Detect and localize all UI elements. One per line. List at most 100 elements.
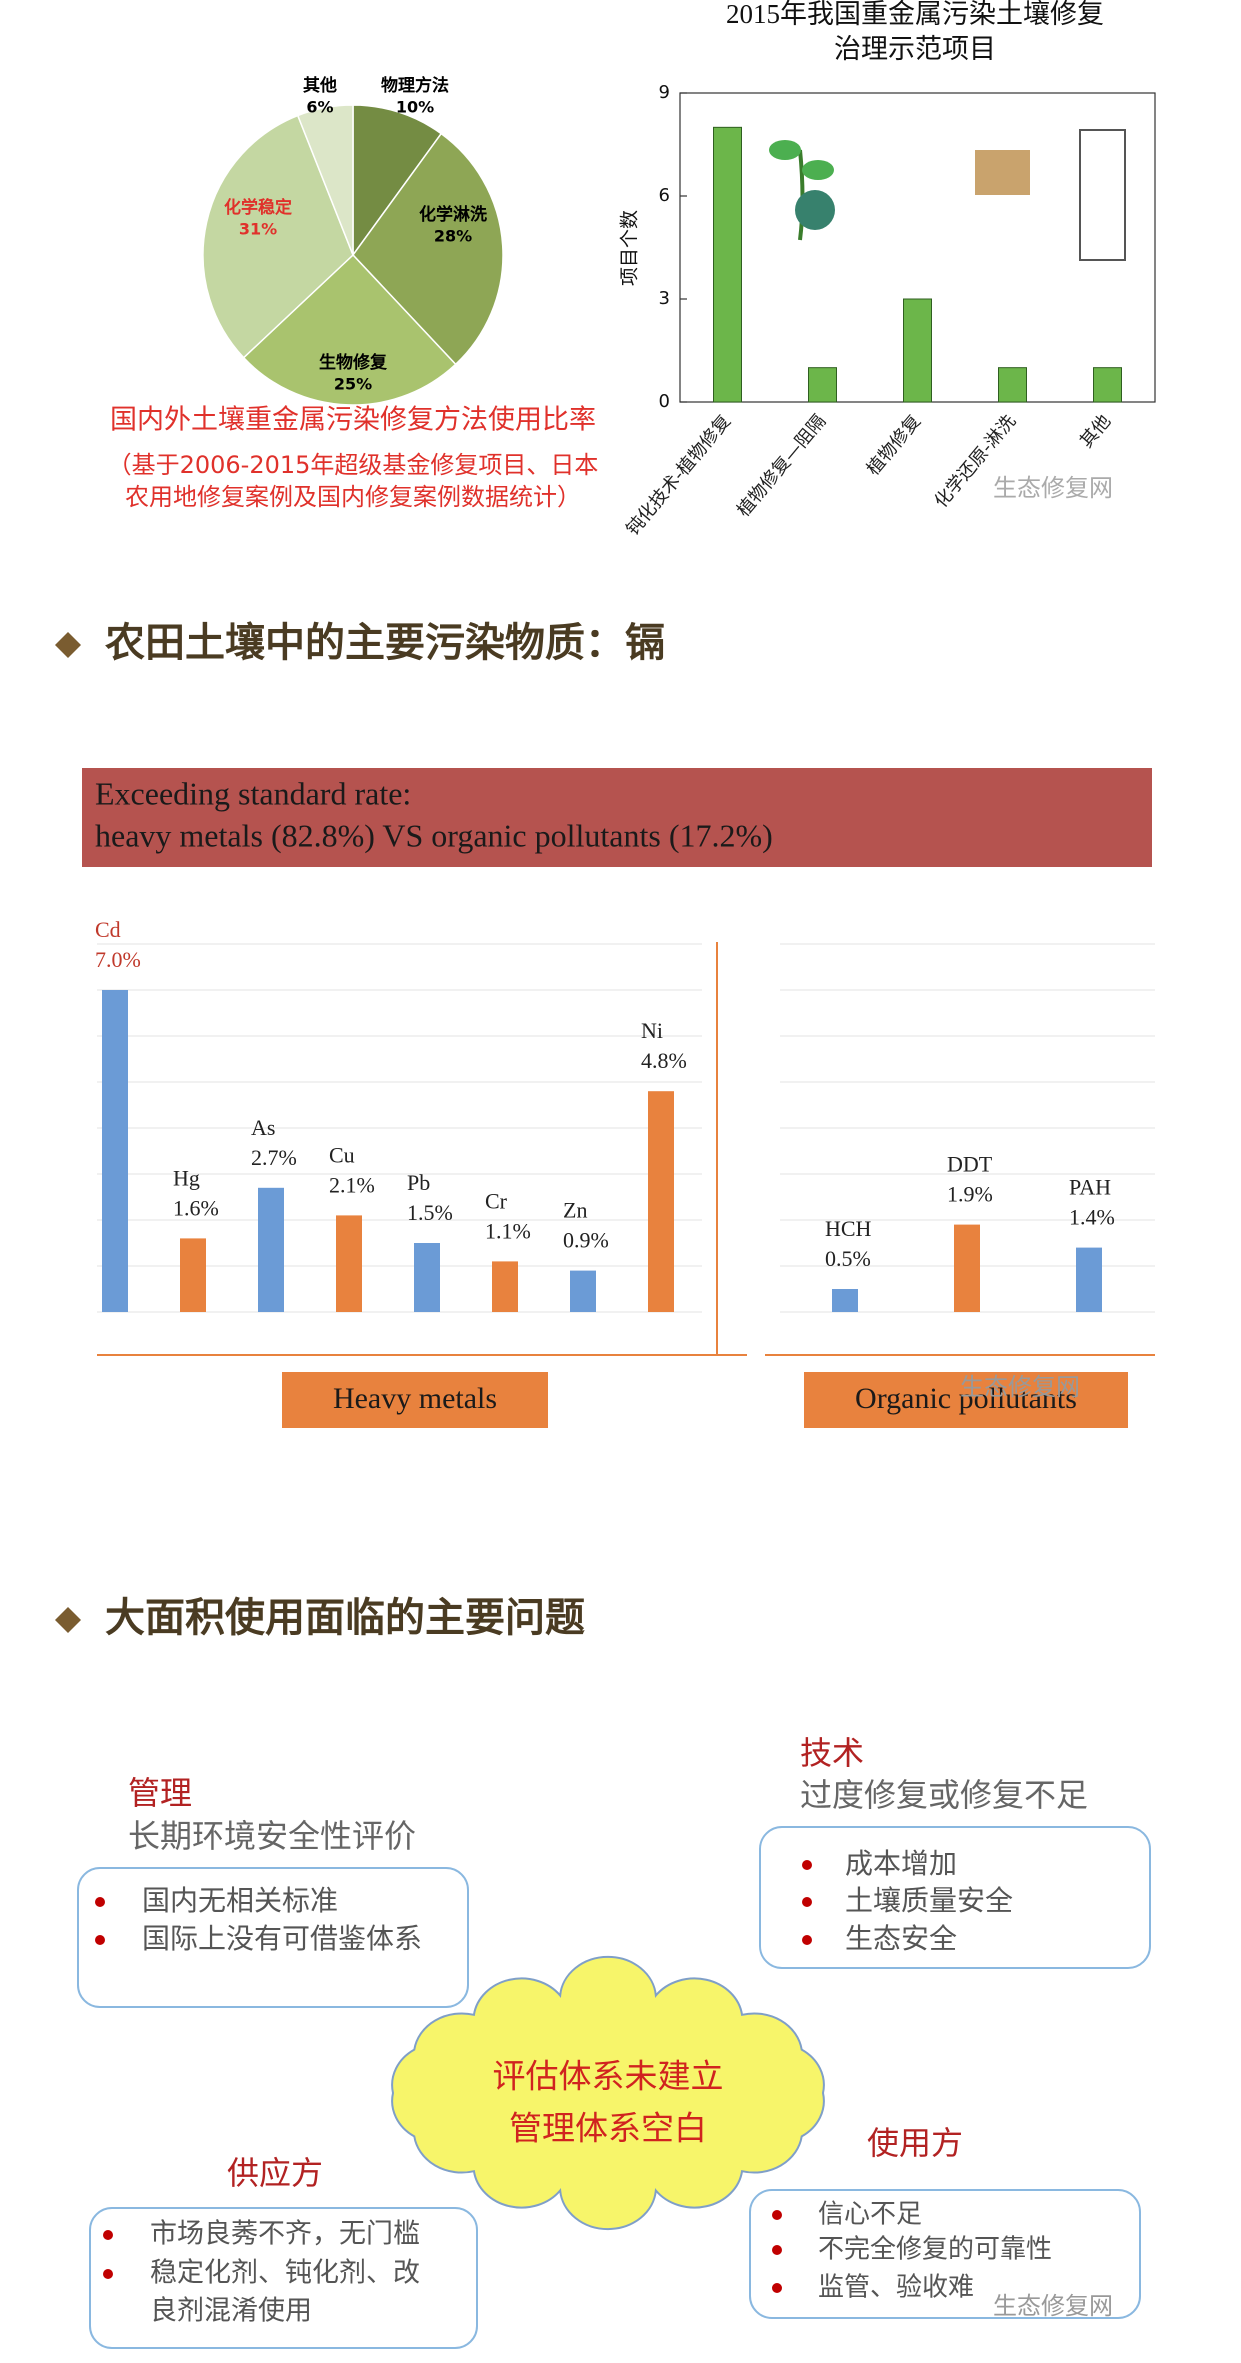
bar-name-label: Cd	[95, 917, 121, 942]
bar-value-label: 4.8%	[641, 1048, 687, 1073]
bar-name-label: Hg	[173, 1165, 200, 1190]
bar-name-label: Cr	[485, 1188, 508, 1213]
bar-value-label: 1.5%	[407, 1200, 453, 1225]
bullet	[103, 2269, 113, 2279]
pie-value-label: 6%	[306, 98, 333, 117]
pie-value-label: 25%	[334, 375, 372, 394]
problem-title: 使用方	[867, 2124, 963, 2162]
watermark: 生态修复网	[960, 1373, 1080, 1401]
bullet	[772, 2245, 782, 2255]
bar-value-label: 1.6%	[173, 1195, 219, 1220]
bar	[954, 1224, 980, 1312]
bar	[1093, 367, 1122, 403]
bullet	[772, 2283, 782, 2293]
pie-slice	[242, 253, 457, 406]
heading-diamond	[55, 632, 81, 658]
problem-item: 良剂混淆使用	[150, 2296, 312, 2327]
problem-item: 市场良莠不齐，无门槛	[150, 2219, 420, 2250]
group-label-box	[804, 1372, 1128, 1428]
bullet	[802, 1860, 812, 1870]
bar-value-label: 0.9%	[563, 1228, 609, 1253]
y-tick-label: 3	[659, 288, 670, 309]
pie-note: 农用地修复案例及国内修复案例数据统计）	[125, 483, 581, 511]
problem-subtitle: 长期环境安全性评价	[128, 1817, 416, 1855]
bar-name-label: HCH	[825, 1216, 872, 1241]
problem-title: 技术	[800, 1734, 864, 1772]
pie-slice	[296, 104, 354, 256]
bar-value-label: 1.9%	[947, 1182, 993, 1207]
problem-item: 稳定化剂、钝化剂、改	[150, 2258, 420, 2289]
watermark: 生态修复网	[993, 2292, 1113, 2320]
bar	[570, 1270, 596, 1312]
bar-value-label: 0.5%	[825, 1246, 871, 1271]
problem-item: 不完全修复的可靠性	[818, 2235, 1052, 2265]
bar	[832, 1289, 858, 1312]
bullet	[95, 1935, 105, 1945]
bar-name-label: Zn	[563, 1198, 587, 1223]
problem-title: 管理	[128, 1774, 192, 1812]
cloud-text: 评估体系未建立	[493, 2057, 724, 2096]
bullet	[103, 2230, 113, 2240]
banner-text: heavy metals (82.8%) VS organic pollutan…	[95, 817, 773, 853]
problem-box	[89, 2207, 478, 2349]
chart-title: 治理示范项目	[834, 34, 996, 64]
banner	[82, 768, 1152, 867]
bar-value-label: 2.7%	[251, 1145, 297, 1170]
y-tick-label: 0	[659, 391, 670, 412]
pie-value-label: 10%	[396, 98, 434, 117]
bullet	[772, 2210, 782, 2220]
pie-note: （基于2006-2015年超级基金修复项目、日本	[108, 451, 599, 479]
cloud	[391, 1955, 825, 2231]
bar	[903, 298, 932, 403]
bar	[648, 1091, 674, 1312]
problem-item: 土壤质量安全	[845, 1884, 1013, 1917]
bullet	[802, 1935, 812, 1945]
bullet	[802, 1897, 812, 1907]
leaf	[769, 140, 801, 160]
problem-item: 监管、验收难	[818, 2273, 974, 2303]
bar	[492, 1261, 518, 1312]
group-label: Heavy metals	[333, 1382, 497, 1415]
pie-label: 物理方法	[381, 75, 449, 96]
bar	[1076, 1247, 1102, 1312]
group-label: Organic pollutants	[855, 1382, 1077, 1415]
bar-name-label: Pb	[407, 1170, 430, 1195]
equipment	[1079, 129, 1126, 261]
chart-title: 2015年我国重金属污染土壤修复	[726, 0, 1104, 29]
bar-name-label: Cu	[329, 1142, 355, 1167]
bar	[258, 1187, 284, 1312]
cloud-text: 管理体系空白	[509, 2109, 707, 2148]
problem-box	[77, 1867, 469, 2008]
pie-slice	[352, 132, 504, 366]
bar-name-label: DDT	[947, 1152, 993, 1177]
bar-name-label: As	[251, 1115, 275, 1140]
problem-title: 供应方	[227, 2154, 323, 2192]
problem-item: 生态安全	[845, 1922, 957, 1955]
equipment	[975, 150, 1030, 195]
problem-item: 国内无相关标准	[142, 1884, 338, 1917]
problem-item: 国际上没有可借鉴体系	[142, 1922, 422, 1955]
banner-text: Exceeding standard rate:	[95, 775, 411, 811]
problem-item: 成本增加	[845, 1847, 957, 1880]
bar-name-label: PAH	[1069, 1175, 1111, 1200]
leaf	[802, 160, 834, 180]
y-axis-label: 项目个数	[619, 210, 641, 286]
heading-diamond	[55, 1607, 81, 1633]
pie-label: 其他	[303, 75, 337, 96]
bar-value-label: 7.0%	[95, 947, 141, 972]
watermark: 生态修复网	[993, 474, 1113, 502]
bar	[998, 367, 1027, 403]
bullet	[95, 1897, 105, 1907]
bar	[336, 1215, 362, 1312]
problem-box	[759, 1826, 1151, 1969]
pie-value-label: 28%	[434, 227, 472, 246]
problem-box	[749, 2189, 1141, 2319]
bar	[414, 1243, 440, 1312]
problem-item: 信心不足	[818, 2200, 922, 2230]
pie-value-label: 31%	[239, 220, 277, 239]
group-label-box	[282, 1372, 548, 1428]
pie-caption: 国内外土壤重金属污染修复方法使用比率	[110, 405, 596, 436]
bar-value-label: 1.1%	[485, 1218, 531, 1243]
bar	[808, 367, 837, 403]
y-tick-label: 6	[659, 185, 670, 206]
